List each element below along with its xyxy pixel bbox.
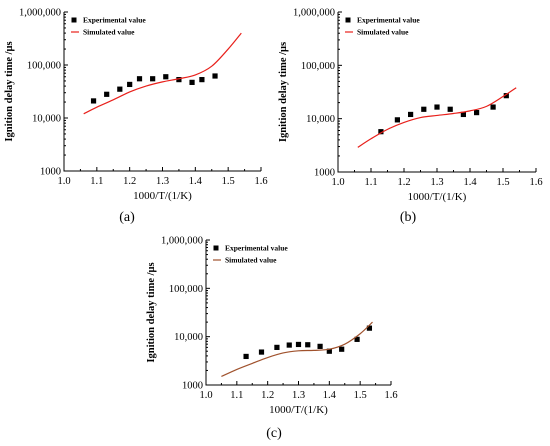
chart-panel-b: 1.0 1.1 1.2 1.3 1.4 1.5 1.6 1000 10,000 100,000 1,… (278, 8, 543, 226)
experimental-value-point (199, 77, 205, 83)
experimental-value-point (189, 79, 195, 85)
experimental-value-point (258, 349, 265, 355)
experimental-value-point (117, 86, 123, 92)
legend-entry: Simulated value (83, 28, 135, 37)
x-tick-label: 1.3 (156, 176, 169, 187)
panel-label: (b) (400, 210, 417, 225)
experimental-value-point (286, 342, 292, 348)
x-tick-label: 1.6 (529, 177, 542, 188)
x-tick-label: 1.5 (222, 176, 235, 187)
x-tick-label: 1.0 (57, 176, 70, 187)
simulated-value-line (83, 32, 242, 115)
y-tick-label: 100,000 (169, 284, 203, 295)
y-tick-label: 1,000,000 (293, 8, 335, 19)
legend-entry: Experimental value (225, 244, 288, 253)
simulated-value-line (357, 87, 517, 148)
legend-entry: Experimental value (357, 16, 420, 25)
y-tick-label: 1,000,000 (19, 8, 61, 19)
experimental-value-point (339, 346, 345, 352)
experimental-value-point (295, 341, 302, 348)
x-axis-title: 1000/T/(1/K) (269, 404, 328, 416)
experimental-value-point (434, 104, 440, 110)
legend-square-swatch (213, 245, 219, 251)
legend-entry: Experimental value (83, 16, 146, 25)
y-tick-label: 100,000 (301, 61, 335, 72)
experimental-value-point (490, 104, 496, 110)
experimental-value-point (394, 117, 400, 123)
experimental-value-point (408, 111, 414, 118)
experimental-value-point (317, 343, 323, 349)
experimental-value-point (150, 76, 156, 82)
simulated-value-line (221, 321, 373, 378)
x-tick-label: 1.6 (384, 390, 397, 401)
legend-entry: Simulated value (357, 28, 409, 37)
y-tick-label: 100,000 (27, 61, 61, 72)
y-tick-label: 10,000 (32, 114, 61, 125)
y-axis-title: Ignition delay time /μs (146, 262, 157, 362)
experimental-value-point (326, 348, 332, 354)
legend-square-swatch (345, 17, 351, 23)
legend-entry: Simulated value (225, 256, 277, 265)
x-axis-title: 1000/T/(1/K) (408, 191, 467, 203)
experimental-value-point (503, 93, 509, 99)
x-tick-label: 1.5 (354, 390, 367, 401)
x-tick-label: 1.4 (463, 177, 477, 188)
legend-square-swatch (71, 17, 77, 23)
y-axis-title: Ignition delay time /μs (278, 42, 289, 142)
x-axis-title: 1000/T/(1/K) (133, 190, 192, 202)
x-tick-label: 1.1 (364, 177, 377, 188)
experimental-value-point (354, 336, 360, 342)
experimental-value-point (127, 81, 133, 88)
chart-panel-a: 1.0 1.1 1.2 1.3 1.4 1.5 1.6 1000 10,000 100,000 1,… (4, 8, 268, 226)
experimental-value-point (136, 76, 143, 82)
y-tick-label: 10,000 (306, 114, 335, 125)
experimental-value-point (421, 106, 427, 112)
experimental-value-point (274, 344, 280, 350)
y-tick-label: 1000 (314, 168, 335, 179)
experimental-value-point (378, 129, 384, 135)
x-tick-label: 1.4 (189, 176, 203, 187)
y-tick-label: 1000 (182, 381, 203, 392)
panel-label: (a) (119, 210, 135, 225)
x-tick-label: 1.2 (123, 176, 136, 187)
y-tick-label: 10,000 (174, 332, 203, 343)
x-tick-label: 1.1 (90, 176, 103, 187)
experimental-value-point (90, 98, 97, 104)
x-tick-label: 1.6 (254, 176, 267, 187)
x-tick-label: 1.3 (292, 390, 305, 401)
x-tick-label: 1.4 (323, 390, 337, 401)
experimental-value-point (176, 77, 182, 83)
experimental-value-point (305, 342, 311, 348)
experimental-value-point (212, 73, 218, 79)
x-tick-label: 1.0 (331, 177, 344, 188)
x-tick-label: 1.5 (496, 177, 509, 188)
experimental-value-point (447, 106, 453, 112)
x-tick-label: 1.2 (397, 177, 410, 188)
experimental-value-point (474, 109, 480, 116)
experimental-value-point (366, 325, 373, 331)
chart-panel-c: 1.0 1.1 1.2 1.3 1.4 1.5 1.6 1000 10,000 100,000 1,… (146, 236, 398, 442)
x-tick-label: 1.1 (230, 390, 243, 401)
x-tick-label: 1.3 (430, 177, 443, 188)
experimental-value-point (163, 74, 169, 80)
experimental-value-point (243, 353, 249, 360)
experimental-value-point (104, 91, 110, 97)
y-tick-label: 1,000,000 (161, 236, 203, 247)
y-tick-label: 1000 (40, 167, 61, 178)
panel-label: (c) (266, 426, 282, 441)
x-tick-label: 1.0 (199, 390, 212, 401)
y-axis-title: Ignition delay time /μs (4, 41, 15, 141)
x-tick-label: 1.2 (261, 390, 274, 401)
experimental-value-point (460, 111, 466, 118)
